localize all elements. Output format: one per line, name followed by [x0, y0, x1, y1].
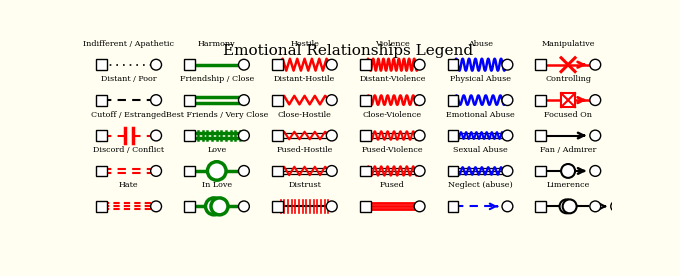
Bar — [97, 95, 107, 105]
Circle shape — [414, 59, 425, 70]
Text: Distant / Poor: Distant / Poor — [101, 75, 156, 83]
Bar — [447, 201, 458, 212]
Text: Violence: Violence — [375, 40, 410, 48]
Circle shape — [151, 130, 162, 141]
Text: Discord / Conflict: Discord / Conflict — [93, 146, 165, 154]
Bar — [184, 166, 195, 176]
Circle shape — [239, 166, 250, 176]
Bar — [184, 59, 195, 70]
Circle shape — [151, 59, 162, 70]
Circle shape — [151, 201, 162, 212]
Bar — [272, 95, 283, 105]
Circle shape — [207, 162, 226, 180]
Bar — [535, 59, 546, 70]
Bar — [535, 201, 546, 212]
Bar — [272, 59, 283, 70]
Text: Focused On: Focused On — [544, 111, 592, 119]
Bar — [360, 95, 371, 105]
Circle shape — [502, 95, 513, 105]
Text: Hostile: Hostile — [290, 40, 319, 48]
Circle shape — [326, 95, 337, 105]
Text: Fan / Admirer: Fan / Admirer — [540, 146, 596, 154]
Text: In Love: In Love — [202, 181, 232, 189]
Circle shape — [502, 130, 513, 141]
Text: Hate: Hate — [119, 181, 139, 189]
Bar — [561, 93, 575, 107]
Circle shape — [502, 201, 513, 212]
Bar — [97, 166, 107, 176]
Text: Sexual Abuse: Sexual Abuse — [453, 146, 508, 154]
Text: Friendship / Close: Friendship / Close — [180, 75, 254, 83]
Text: Distant-Violence: Distant-Violence — [359, 75, 426, 83]
Circle shape — [239, 201, 250, 212]
Circle shape — [151, 166, 162, 176]
Text: Physical Abuse: Physical Abuse — [449, 75, 511, 83]
Text: Cutoff / Estranged: Cutoff / Estranged — [91, 111, 167, 119]
Bar — [535, 166, 546, 176]
Bar — [535, 95, 546, 105]
Circle shape — [560, 200, 573, 213]
Bar — [97, 130, 107, 141]
Bar — [272, 201, 283, 212]
Text: Emotional Relationships Legend: Emotional Relationships Legend — [224, 44, 473, 58]
Circle shape — [590, 201, 600, 212]
Circle shape — [205, 198, 222, 215]
Circle shape — [561, 164, 575, 178]
Bar — [97, 201, 107, 212]
Text: Distant-Hostile: Distant-Hostile — [274, 75, 335, 83]
Text: Best Friends / Very Close: Best Friends / Very Close — [165, 111, 268, 119]
Text: Abuse: Abuse — [468, 40, 493, 48]
Circle shape — [414, 95, 425, 105]
Circle shape — [151, 95, 162, 105]
Circle shape — [590, 59, 600, 70]
Circle shape — [326, 130, 337, 141]
Bar — [447, 166, 458, 176]
Circle shape — [239, 59, 250, 70]
Bar — [360, 201, 371, 212]
Circle shape — [414, 130, 425, 141]
Text: Fused-Violence: Fused-Violence — [362, 146, 423, 154]
Circle shape — [590, 95, 600, 105]
Bar — [447, 95, 458, 105]
Bar — [447, 59, 458, 70]
Circle shape — [211, 198, 228, 215]
Text: Neglect (abuse): Neglect (abuse) — [448, 181, 513, 189]
Text: Close-Hostile: Close-Hostile — [277, 111, 332, 119]
Text: Harmony: Harmony — [198, 40, 235, 48]
Circle shape — [414, 201, 425, 212]
Bar — [447, 130, 458, 141]
Circle shape — [502, 59, 513, 70]
Circle shape — [239, 95, 250, 105]
Circle shape — [590, 166, 600, 176]
Circle shape — [590, 130, 600, 141]
Bar — [535, 130, 546, 141]
Circle shape — [239, 130, 250, 141]
Text: Distrust: Distrust — [288, 181, 321, 189]
Circle shape — [502, 166, 513, 176]
Text: Emotional Abuse: Emotional Abuse — [446, 111, 515, 119]
Circle shape — [414, 166, 425, 176]
Circle shape — [326, 166, 337, 176]
Bar — [360, 59, 371, 70]
Circle shape — [326, 59, 337, 70]
Bar — [272, 130, 283, 141]
Text: Fused-Hostile: Fused-Hostile — [276, 146, 333, 154]
Circle shape — [562, 200, 577, 213]
Text: Limerence: Limerence — [547, 181, 590, 189]
Text: Fused: Fused — [380, 181, 405, 189]
Bar — [360, 130, 371, 141]
Text: Manipulative: Manipulative — [541, 40, 595, 48]
Bar — [360, 166, 371, 176]
Circle shape — [326, 201, 337, 212]
Text: Love: Love — [207, 146, 226, 154]
Text: Controlling: Controlling — [545, 75, 591, 83]
Bar — [272, 166, 283, 176]
Bar — [184, 95, 195, 105]
Text: Indifferent / Apathetic: Indifferent / Apathetic — [84, 40, 174, 48]
Circle shape — [611, 201, 622, 212]
Text: Close-Violence: Close-Violence — [363, 111, 422, 119]
Bar — [97, 59, 107, 70]
Bar — [184, 201, 195, 212]
Bar — [184, 130, 195, 141]
